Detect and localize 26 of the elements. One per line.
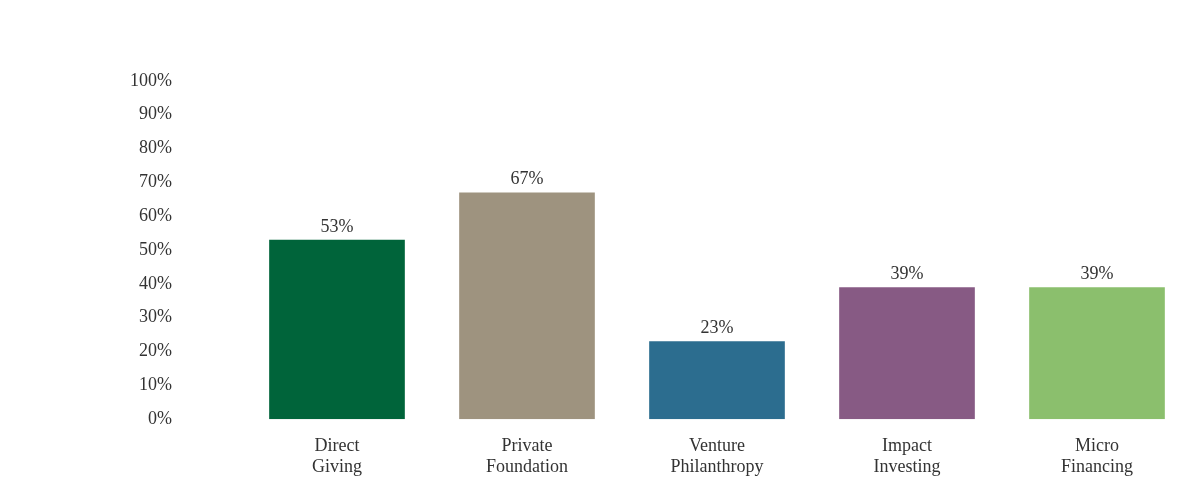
data-label: 23% [700,317,734,338]
bar [459,192,595,420]
x-tick-label: Private Foundation [485,434,568,477]
data-label: 67% [510,168,544,189]
bar [839,287,975,420]
x-tick-label: Venture Philanthropy [670,434,764,477]
x-tick-label: Direct Giving [311,434,362,477]
y-tick-label: 20% [138,340,172,361]
y-tick-label: 80% [138,137,172,158]
data-label: 39% [890,262,924,283]
y-tick-label: 60% [138,204,172,225]
bar [649,341,785,420]
bar [1029,287,1165,420]
y-tick-label: 10% [138,374,172,395]
y-tick-label: 0% [147,407,172,428]
y-tick-label: 40% [138,272,172,293]
y-tick-label: 50% [138,238,172,259]
data-label: 39% [1080,262,1114,283]
y-tick-label: 100% [129,69,172,90]
data-label: 53% [320,215,354,236]
x-tick-label: Impact Investing [873,434,941,477]
y-tick-label: 30% [138,306,172,327]
bar [269,239,405,420]
y-tick-label: 90% [138,103,172,124]
y-tick-label: 70% [138,171,172,192]
x-tick-label: Micro Financing [1061,434,1133,477]
